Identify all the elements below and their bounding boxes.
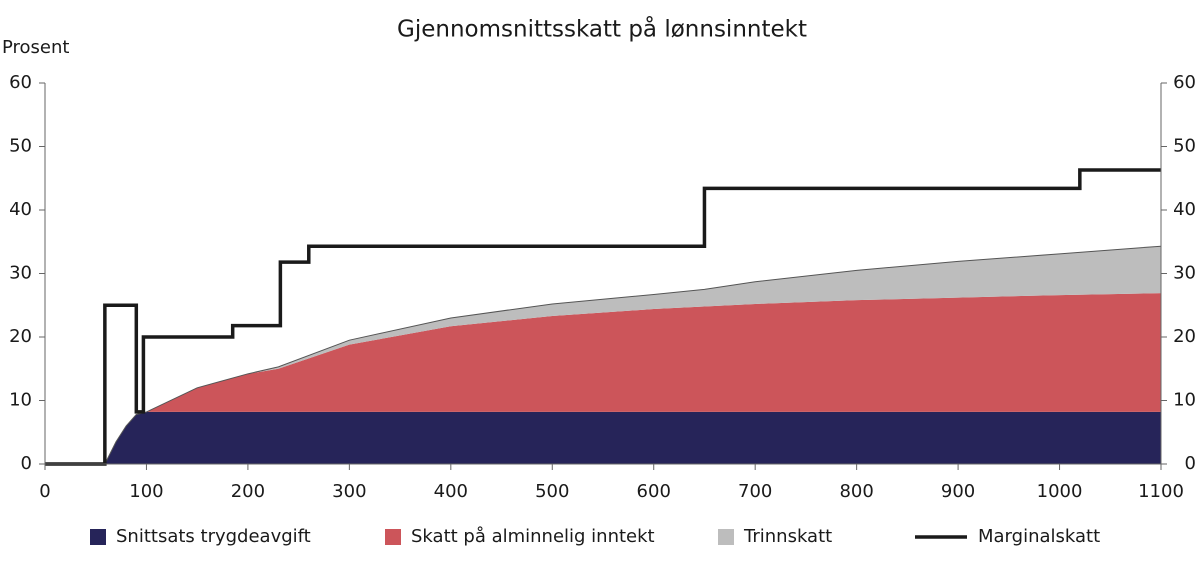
y-tick-label: 10 xyxy=(9,390,32,411)
y-tick-label: 0 xyxy=(21,453,32,474)
y2-tick-label: 20 xyxy=(1173,326,1196,347)
legend-swatch xyxy=(385,529,401,545)
x-tick-label: 600 xyxy=(637,481,671,502)
y-tick-label: 50 xyxy=(9,136,32,157)
legend-swatch xyxy=(718,529,734,545)
x-tick-label: 500 xyxy=(535,481,569,502)
y-axis-label: Prosent xyxy=(2,37,69,58)
x-tick-label: 200 xyxy=(231,481,265,502)
line xyxy=(45,168,1161,466)
x-tick-label: 900 xyxy=(941,481,975,502)
y2-tick-label: 0 xyxy=(1185,453,1196,474)
x-tick-label: 100 xyxy=(129,481,163,502)
area xyxy=(45,246,1161,464)
x-tick-label: 800 xyxy=(839,481,873,502)
y2-tick-label: 50 xyxy=(1173,136,1196,157)
y-tick-label: 60 xyxy=(9,72,32,93)
y-tick-label: 30 xyxy=(9,263,32,284)
x-tick-label: 400 xyxy=(434,481,468,502)
y2-tick-label: 40 xyxy=(1173,199,1196,220)
x-tick-label: 700 xyxy=(738,481,772,502)
legend-label: Trinnskatt xyxy=(743,526,832,547)
y-tick-label: 40 xyxy=(9,199,32,220)
y2-tick-label: 10 xyxy=(1173,390,1196,411)
x-tick-label: 1000 xyxy=(1037,481,1083,502)
y-tick-label: 20 xyxy=(9,326,32,347)
x-tick-label: 1100 xyxy=(1138,481,1184,502)
stack-outline xyxy=(45,245,1162,465)
area xyxy=(45,293,1161,464)
chart-title: Gjennomsnittsskatt på lønnsinntekt xyxy=(397,15,807,43)
x-tick-label: 0 xyxy=(39,481,50,502)
legend-label: Skatt på alminnelig inntekt xyxy=(411,526,655,547)
y2-tick-label: 30 xyxy=(1173,263,1196,284)
area xyxy=(45,411,1161,464)
x-tick-label: 300 xyxy=(332,481,366,502)
legend-label: Snittsats trygdeavgift xyxy=(116,526,311,547)
legend-swatch xyxy=(90,529,106,545)
legend-label: Marginalskatt xyxy=(978,526,1100,547)
y2-tick-label: 60 xyxy=(1173,72,1196,93)
